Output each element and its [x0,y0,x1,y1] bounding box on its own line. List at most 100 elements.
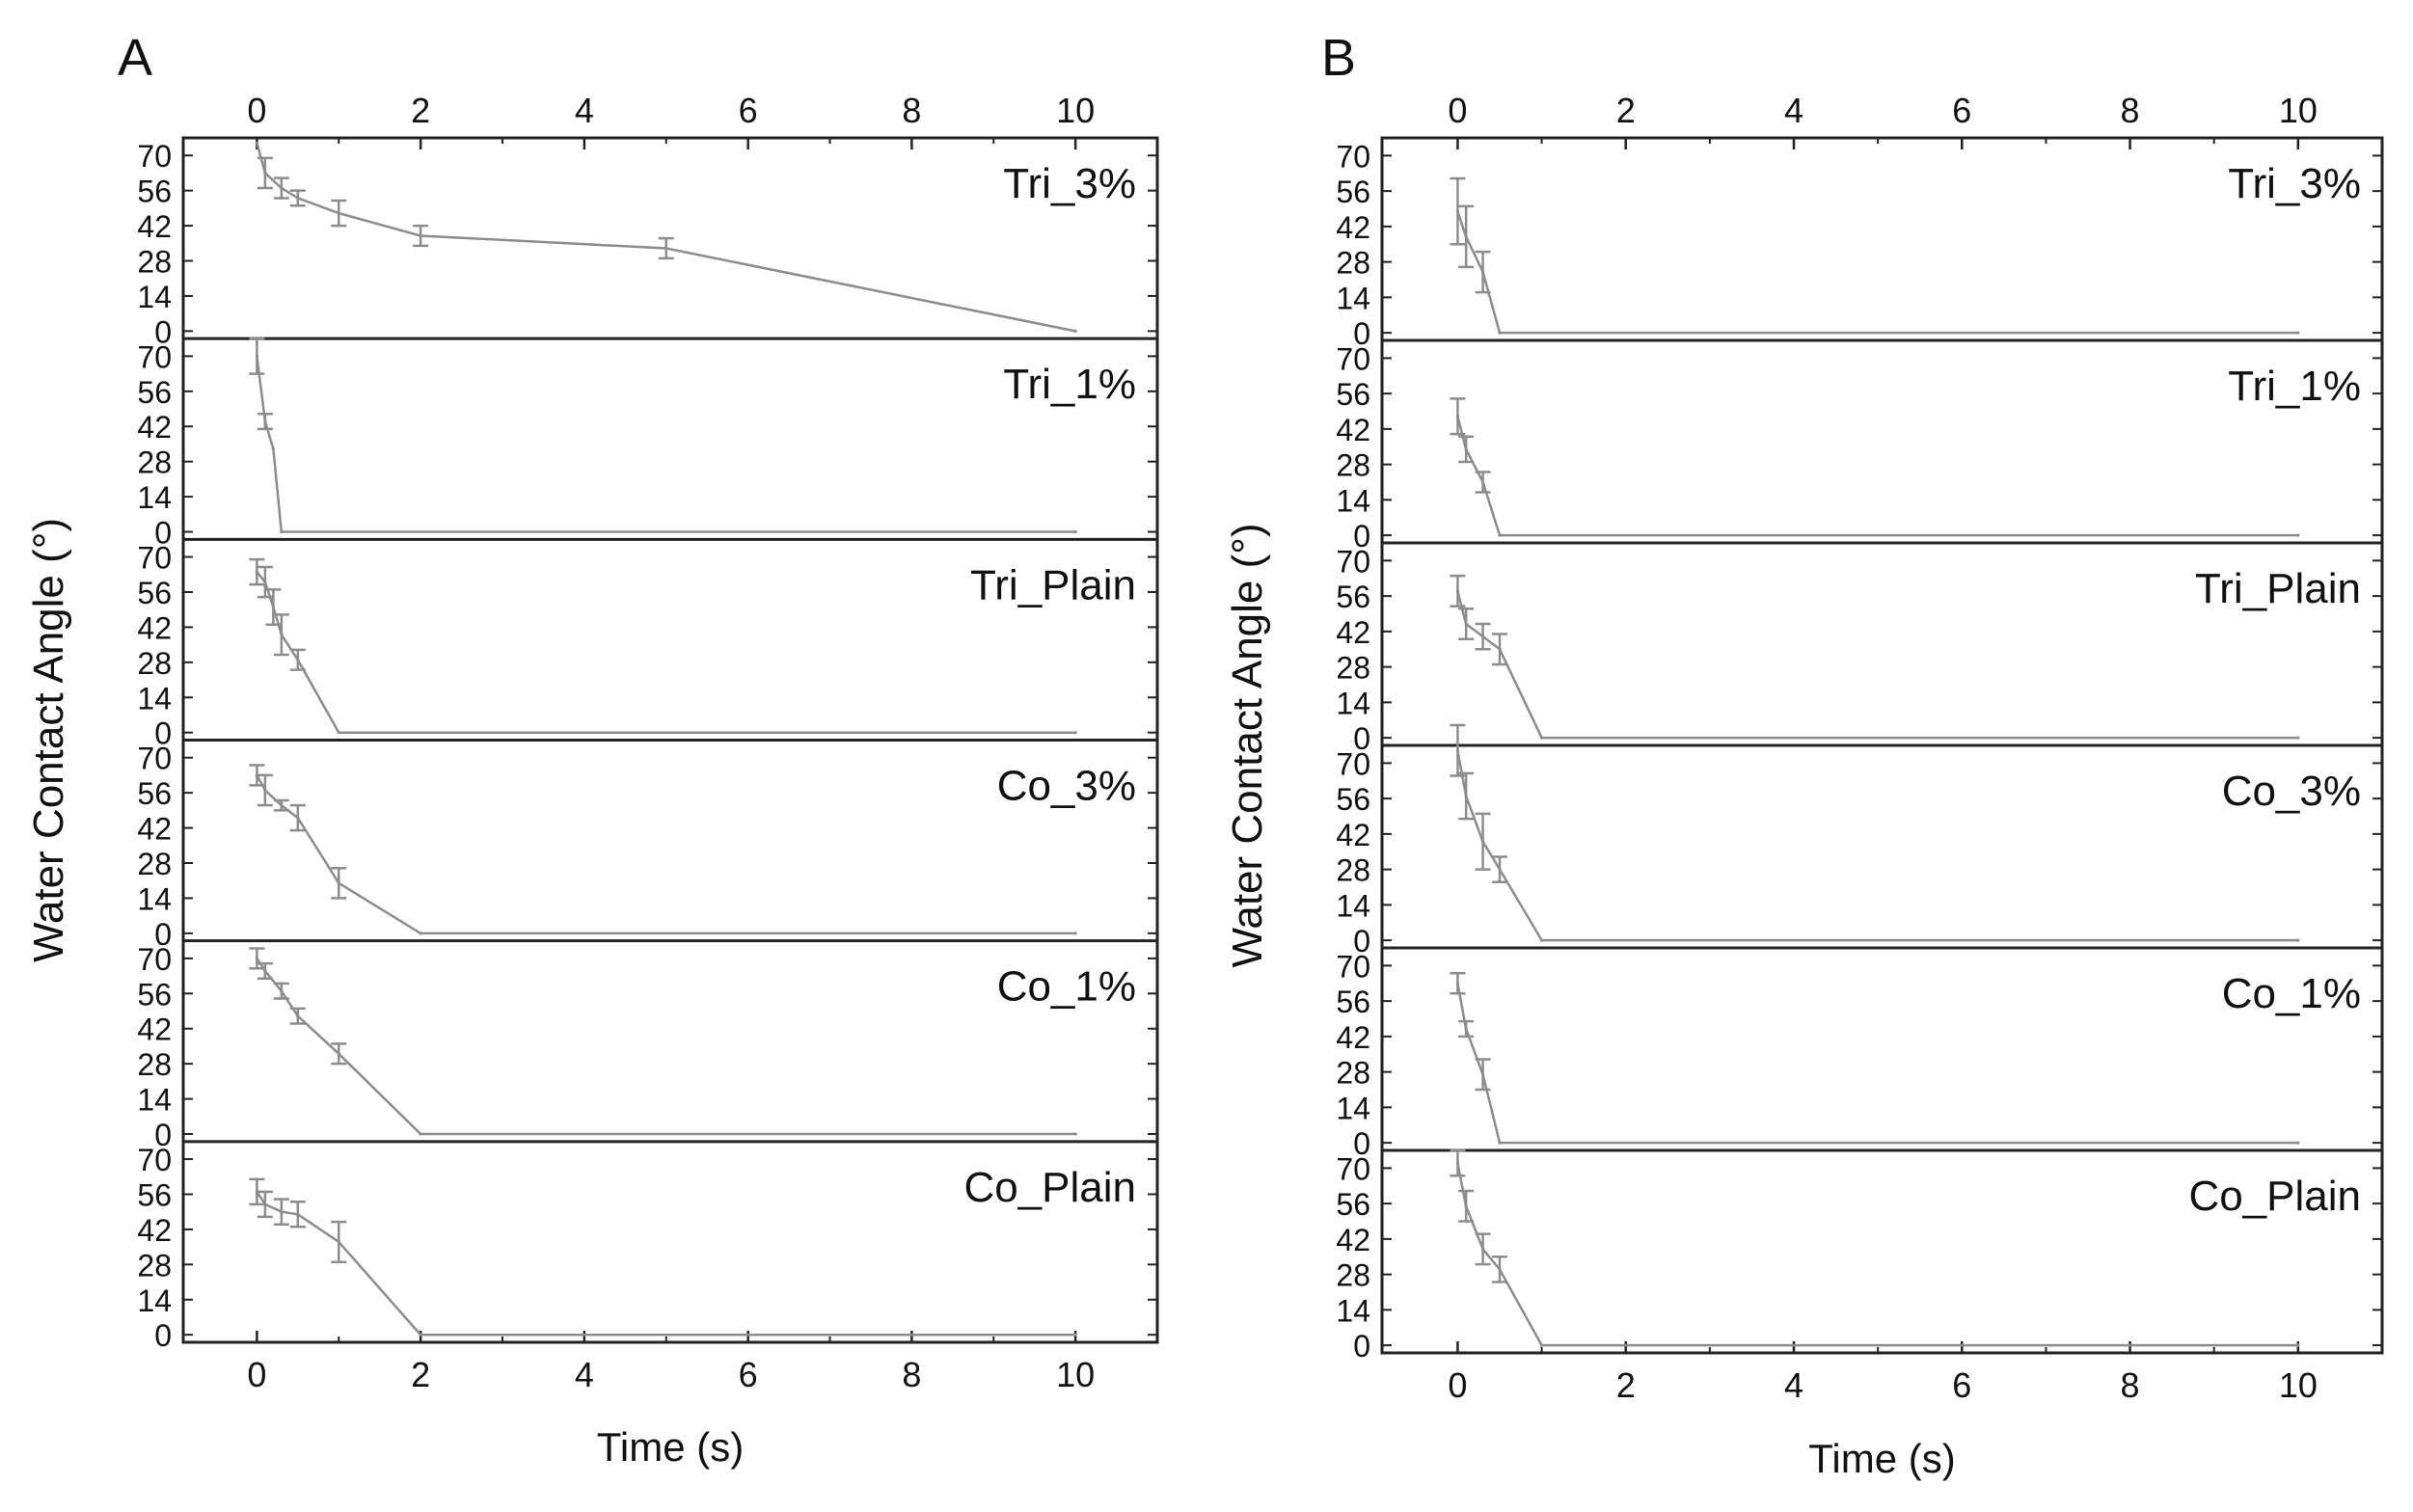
data-point [263,1202,267,1206]
data-point [271,605,275,609]
panel-b-top-tick-label: 2 [1616,91,1636,130]
data-point [2296,331,2300,335]
y-tick-label: 56 [1336,580,1370,614]
panel-a-top-tick-label: 10 [1056,91,1095,130]
y-tick-label: 42 [1336,1223,1370,1257]
panel-a-top-tick-label: 2 [411,91,430,130]
series-line [1456,750,2298,942]
y-tick-label: 14 [137,1283,172,1318]
data-point [263,788,267,793]
data-point [1464,234,1468,238]
data-point [1455,982,1460,986]
data-point [263,171,267,176]
y-tick-label: 42 [137,209,172,244]
y-tick-label: 56 [137,175,172,209]
panel-b-bottom-tick-label: 0 [1448,1365,1467,1405]
data-point [255,570,258,574]
panel-b-top-tick-label: 0 [1448,91,1467,130]
data-point [296,196,300,201]
data-point [2296,736,2300,740]
y-tick-label: 56 [137,977,172,1012]
series-label: Co_1% [2222,970,2361,1017]
panel-b-bottom-tick-label: 4 [1784,1365,1803,1405]
data-point [1498,1141,1502,1145]
series-label: Co_3% [2222,768,2361,815]
y-tick-label: 14 [137,480,172,515]
panel-a-bottom-tick-label: 10 [1056,1355,1095,1394]
y-tick-label: 70 [1336,139,1370,174]
series-line [1456,590,2298,740]
y-tick-label: 0 [154,314,172,349]
data-point [419,233,422,238]
data-point [296,658,300,662]
y-tick-label: 42 [1336,210,1370,245]
data-point [280,633,284,636]
series-line [1456,416,2298,537]
y-tick-label: 42 [1336,818,1370,852]
data-point [2296,1141,2300,1145]
data-point [337,881,340,885]
y-tick-label: 14 [1336,281,1370,315]
series-label: Tri_3% [1003,160,1136,207]
y-tick-label: 14 [1336,686,1370,720]
series-label: Tri_Plain [970,561,1136,608]
data-point [1498,647,1502,651]
data-point [1480,840,1485,844]
y-tick-label: 56 [1336,175,1370,209]
y-tick-label: 14 [1336,1293,1370,1328]
y-tick-label: 42 [1336,413,1370,447]
y-tick-label: 14 [137,881,172,916]
y-tick-label: 70 [1336,544,1370,579]
y-tick-label: 28 [137,245,172,280]
panel-b-x-axis-title: Time (s) [1808,1436,1955,1481]
data-point [271,447,275,451]
panel-a-bottom-tick-label: 6 [739,1355,758,1394]
data-point [419,932,422,935]
y-tick-label: 28 [137,446,172,480]
panel-a-bottom-tick-label: 4 [575,1355,594,1394]
series-label: Tri_1% [2228,363,2361,410]
data-point [263,580,267,584]
data-point [1455,1161,1460,1165]
y-tick-label: 42 [137,1012,172,1047]
data-point [280,803,284,807]
y-tick-label: 28 [1336,853,1370,888]
y-tick-label: 28 [1336,448,1370,483]
y-tick-label: 0 [154,516,172,551]
data-point [1480,270,1485,274]
data-point [296,816,300,820]
data-point [1464,1027,1468,1031]
data-point [337,1052,340,1056]
y-tick-label: 70 [137,339,172,374]
y-tick-label: 14 [1336,1091,1370,1125]
y-tick-label: 0 [1353,1126,1370,1161]
y-tick-label: 0 [1353,1329,1370,1364]
data-point [419,1132,422,1136]
data-point [2296,533,2300,537]
y-tick-label: 42 [1336,615,1370,650]
y-tick-label: 14 [1336,888,1370,923]
data-point [2296,1343,2300,1347]
panel-a-bottom-tick-label: 2 [411,1355,430,1394]
data-point [1455,209,1460,213]
y-tick-label: 28 [1336,651,1370,686]
panel-b-bottom-tick-label: 6 [1952,1365,1971,1405]
data-point [280,529,284,534]
data-point [1073,1132,1077,1136]
panel-a-top-tick-label: 4 [575,91,594,130]
series-line [256,571,1076,734]
y-tick-label: 0 [1353,924,1370,958]
data-point [1464,794,1468,798]
y-tick-label: 70 [137,942,172,977]
data-point [419,1333,422,1336]
series-line [256,142,1076,333]
y-tick-label: 56 [137,776,172,811]
y-tick-label: 28 [1336,1056,1370,1091]
data-point [263,969,267,973]
y-tick-label: 56 [137,576,172,610]
